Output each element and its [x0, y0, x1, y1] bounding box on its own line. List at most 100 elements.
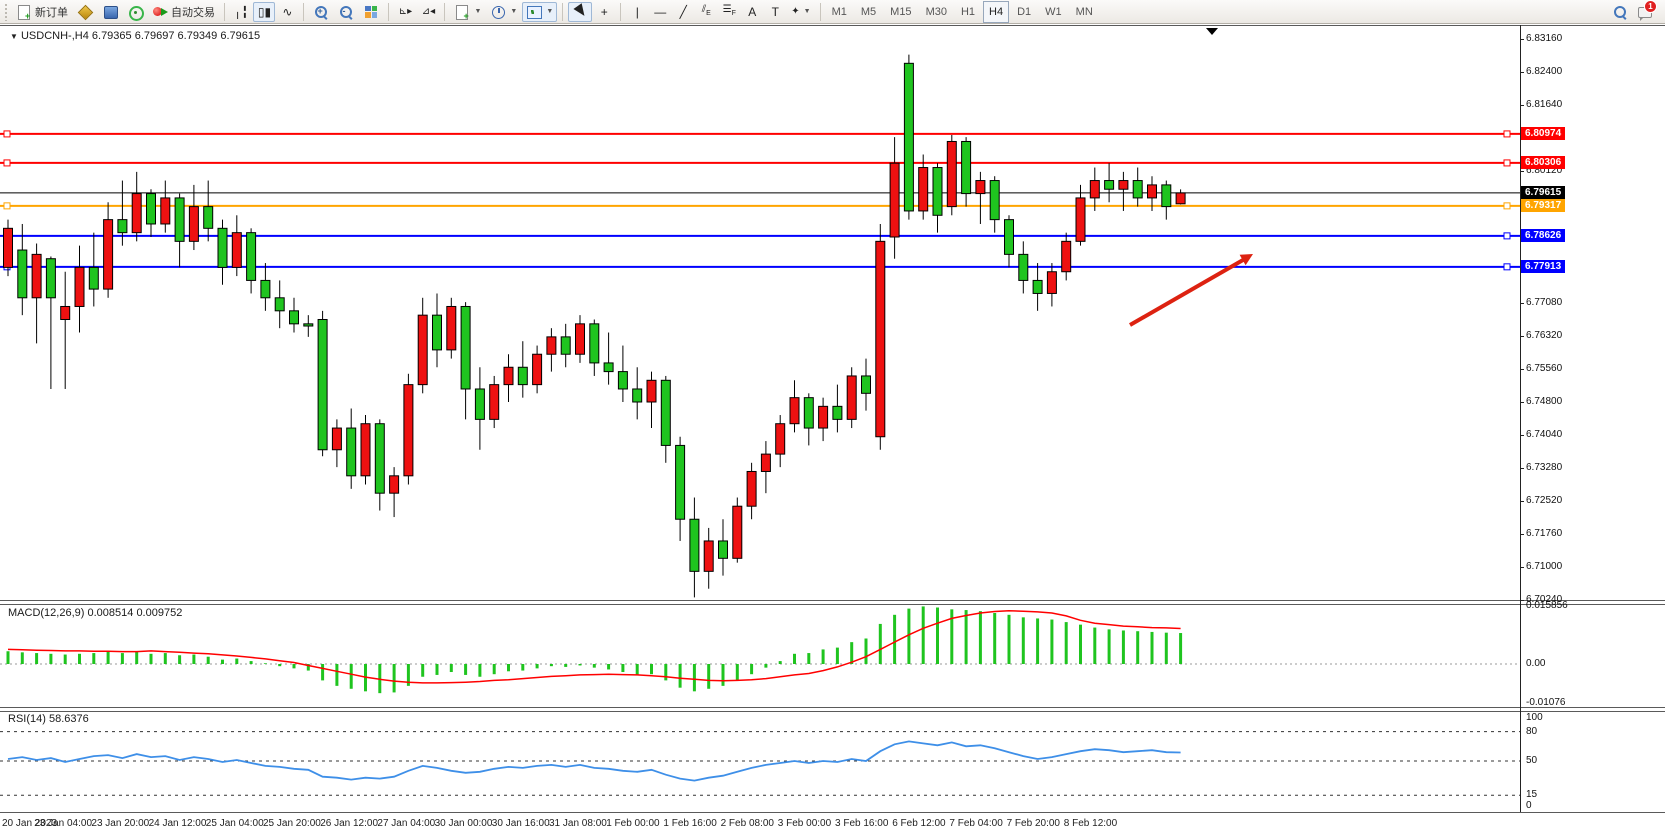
template-button[interactable]: ▼ [522, 1, 558, 22]
date-label: 7 Feb 04:00 [949, 818, 1003, 829]
time-axis-border [0, 812, 1665, 813]
hline-handle[interactable] [3, 130, 11, 138]
rsi-axis-label: 0 [1526, 800, 1532, 811]
toolbar-grip[interactable] [4, 2, 9, 21]
bar-chart-button[interactable]: ╷╏ [230, 2, 252, 22]
price-tick-mark [1520, 566, 1524, 568]
timeframe-button-M1[interactable]: M1 [831, 5, 847, 18]
indicator-window-down-button[interactable]: ⊿◂ [417, 2, 439, 22]
price-tick-label: 6.80120 [1526, 164, 1563, 176]
date-label: 26 Jan 12:00 [320, 818, 379, 829]
hline-handle[interactable] [1503, 159, 1511, 167]
timeframe-button-H1[interactable]: H1 [960, 5, 976, 18]
fibonacci-icon: ☰F [722, 3, 736, 17]
trendline-tool-button[interactable]: ╱ [672, 2, 694, 22]
price-tick-mark [1520, 39, 1524, 40]
date-label: 23 Jan 20:00 [91, 818, 150, 829]
hline-handle[interactable] [3, 159, 11, 167]
hline-handle[interactable] [1503, 130, 1511, 138]
rsi-label: RSI(14) 58.6376 [8, 713, 89, 725]
rsi-line [7, 740, 1181, 782]
price-scale-line [1520, 25, 1521, 812]
timeframe-button-D1[interactable]: D1 [1017, 5, 1032, 18]
zoom-in-button[interactable]: + [309, 2, 333, 22]
timeframe-button-M15[interactable]: M15 [890, 5, 912, 18]
hline-handle[interactable] [1503, 263, 1511, 271]
hline-handle[interactable] [3, 202, 11, 210]
channel-tool-button[interactable]: ⫽E [695, 2, 717, 22]
price-tick-label: 6.76320 [1526, 329, 1563, 341]
chart-shift-marker[interactable] [1206, 28, 1218, 35]
chart-title[interactable]: ▼ USDCNH-,H4 6.79365 6.79697 6.79349 6.7… [10, 30, 260, 42]
notifications-button[interactable]: 1 [1633, 0, 1657, 22]
chart-window-button[interactable] [73, 2, 97, 22]
rsi-axis-label: 50 [1526, 755, 1538, 766]
signal-button[interactable] [123, 2, 147, 22]
search-button[interactable] [1608, 2, 1632, 22]
price-tick-mark [1520, 533, 1524, 535]
macd-axis-label: 0.00 [1526, 658, 1546, 669]
indicator-down-icon: ⊿◂ [421, 5, 436, 17]
price-line-badge-6.77913: 6.77913 [1521, 259, 1566, 273]
price-tick-mark [1520, 302, 1524, 304]
line-chart-button[interactable]: ∿ [276, 2, 298, 22]
timeframe-button-M5[interactable]: M5 [860, 5, 877, 18]
price-tick-mark [1520, 71, 1524, 73]
zoom-out-icon: - [338, 4, 354, 20]
text-label-tool-button[interactable]: T [764, 2, 786, 22]
rsi-name: RSI(14) [8, 713, 46, 725]
market-watch-button[interactable] [98, 2, 122, 22]
hline-handle[interactable] [1503, 232, 1511, 240]
macd-panel[interactable] [0, 604, 1520, 707]
line-chart-icon: ∿ [282, 4, 293, 19]
auto-trading-label: 自动交易 [171, 6, 215, 19]
timeframe-button-M30[interactable]: M30 [925, 5, 947, 18]
date-label: 23 Jan 04:00 [34, 818, 93, 829]
hline-handle[interactable] [1503, 202, 1511, 210]
chart-dropdown-icon[interactable]: ▼ [10, 32, 18, 41]
zoom-out-button[interactable]: - [334, 2, 358, 22]
panel-separator[interactable] [0, 600, 1665, 605]
date-label: 25 Jan 04:00 [205, 818, 264, 829]
panel-separator[interactable] [0, 707, 1665, 712]
price-tick-mark [1520, 104, 1524, 106]
timeframe-button-H4[interactable]: H4 [983, 0, 1010, 23]
trend-arrow-head [1239, 254, 1253, 266]
price-tick-mark [1520, 401, 1524, 403]
toolbar-separator [562, 2, 564, 21]
tile-windows-button[interactable] [359, 2, 383, 22]
period-button[interactable]: ▼ [486, 2, 521, 22]
indicator-window-up-button[interactable]: ⊾▸ [394, 2, 416, 22]
candlestick-chart-icon: ▯▮ [257, 4, 272, 19]
new-order-button[interactable]: + 新订单 [12, 2, 72, 22]
date-label: 20 Jan 2023 [2, 818, 58, 829]
text-tool-button[interactable]: A [741, 2, 763, 22]
rsi-panel[interactable] [0, 711, 1520, 812]
price-chart[interactable] [0, 25, 1520, 601]
timeframe-button-W1[interactable]: W1 [1045, 5, 1062, 18]
signal-icon [127, 4, 144, 21]
fibonacci-tool-button[interactable]: ☰F [718, 2, 740, 22]
date-label: 8 Feb 12:00 [1063, 818, 1118, 829]
crosshair-tool-button[interactable]: + [593, 2, 615, 22]
arrows-tool-button[interactable]: ✦ ▼ [787, 2, 814, 22]
price-tick-mark [1520, 170, 1524, 172]
price-tick-label: 6.83160 [1526, 33, 1563, 44]
template-icon [526, 4, 543, 20]
price-tick-mark [1520, 335, 1524, 337]
price-tick-mark [1520, 599, 1524, 601]
clock-icon [490, 4, 506, 20]
candlestick-chart-button[interactable]: ▯▮ [253, 1, 276, 22]
date-label: 6 Feb 12:00 [892, 818, 946, 829]
timeframe-button-MN[interactable]: MN [1075, 5, 1093, 18]
vertical-line-tool-button[interactable]: | [626, 2, 648, 22]
horizontal-line-tool-button[interactable]: — [649, 2, 671, 22]
macd-name: MACD(12,26,9) [8, 607, 85, 619]
toolbar-separator [303, 2, 305, 21]
add-indicator-button[interactable]: + ▼ [450, 2, 485, 22]
cursor-tool-button[interactable] [568, 1, 593, 22]
auto-trading-button[interactable]: 自动交易 [148, 2, 219, 22]
price-tick-label: 6.71000 [1526, 560, 1563, 572]
price-line-badge-6.80974: 6.80974 [1521, 126, 1566, 140]
trend-arrow-annotation[interactable] [1129, 258, 1244, 327]
